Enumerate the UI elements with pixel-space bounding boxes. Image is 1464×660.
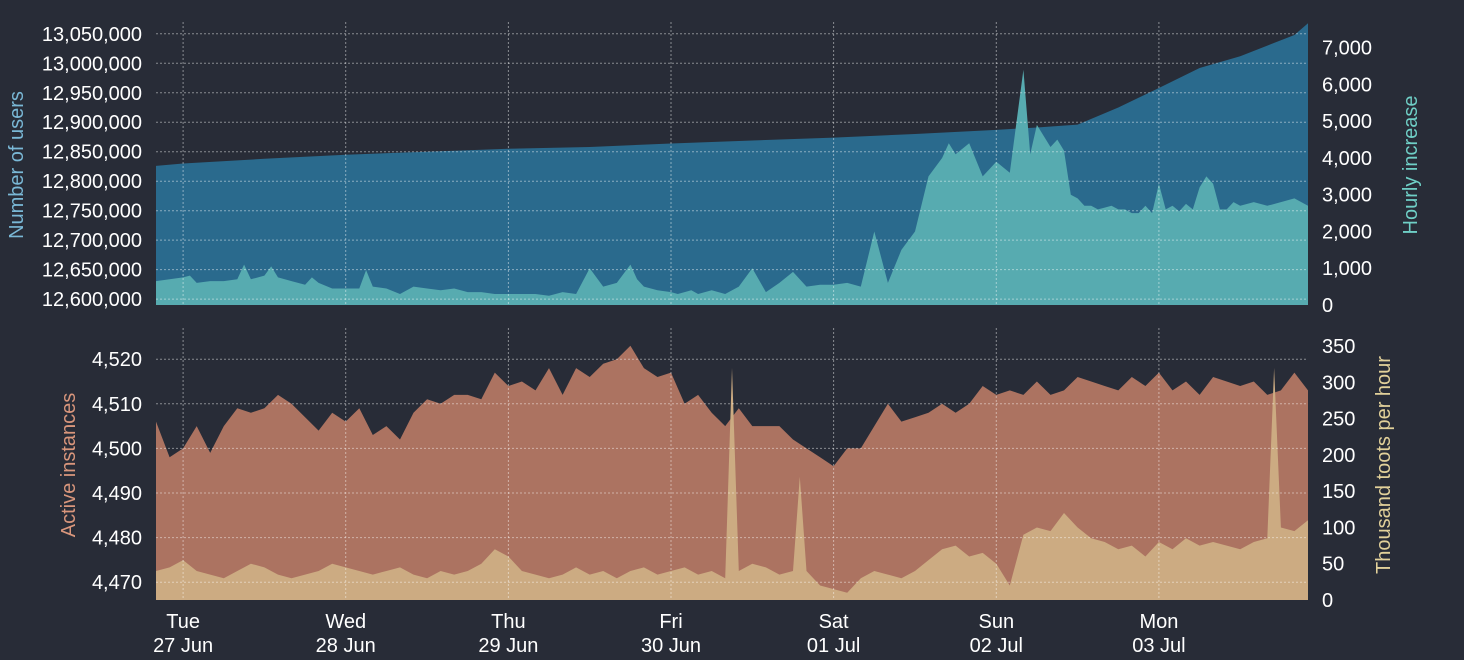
- toots-area: [156, 367, 1308, 600]
- instances-chart-grid: [156, 328, 1308, 600]
- instances-chart: 4,470 4,480 4,490 4,500 4,510 4,520 0 50 100 150…: [58, 328, 1395, 612]
- users-left-axis-ticks: 12,600,000 12,650,000 12,700,000 12,750,000…: [42, 24, 142, 311]
- users-chart: 12,600,000 12,650,000 12,700,000 12,750,000…: [6, 22, 1422, 317]
- x-tick-day: Sun: [979, 611, 1015, 633]
- instances-tick-label: 4,480: [92, 528, 142, 550]
- hourly-tick-label: 1,000: [1322, 258, 1372, 280]
- toots-tick-label: 300: [1322, 372, 1355, 394]
- users-tick-label: 13,050,000: [42, 24, 142, 46]
- x-tick-date: 02 Jul: [970, 635, 1023, 657]
- users-axis-title: Number of users: [6, 91, 28, 239]
- hourly-tick-label: 3,000: [1322, 185, 1372, 207]
- toots-right-axis-ticks: 0 50 100 150 200 250 300 350: [1322, 336, 1355, 612]
- toots-tick-label: 250: [1322, 409, 1355, 431]
- hourly-tick-label: 4,000: [1322, 148, 1372, 170]
- users-tick-label: 12,600,000: [42, 289, 142, 311]
- x-tick-day: Wed: [325, 611, 366, 633]
- users-tick-label: 12,950,000: [42, 83, 142, 105]
- toots-axis-title: Thousand toots per hour: [1373, 356, 1395, 574]
- x-tick-date: 03 Jul: [1132, 635, 1185, 657]
- hourly-increase-area: [156, 69, 1308, 305]
- x-tick-day: Tue: [166, 611, 200, 633]
- users-chart-grid: [156, 22, 1308, 305]
- users-tick-label: 12,700,000: [42, 230, 142, 252]
- users-tick-label: 12,850,000: [42, 142, 142, 164]
- x-tick-day: Sat: [819, 611, 849, 633]
- instances-axis-title: Active instances: [58, 393, 80, 538]
- hourly-axis-title: Hourly increase: [1400, 96, 1422, 235]
- instances-chart-areas: [156, 345, 1308, 600]
- x-tick-date: 28 Jun: [316, 635, 376, 657]
- hourly-tick-label: 5,000: [1322, 111, 1372, 133]
- hourly-tick-label: 7,000: [1322, 38, 1372, 60]
- x-tick-day: Thu: [491, 611, 525, 633]
- users-chart-areas: [156, 23, 1308, 305]
- toots-tick-label: 0: [1322, 590, 1333, 612]
- x-tick-day: Fri: [659, 611, 682, 633]
- users-tick-label: 12,800,000: [42, 171, 142, 193]
- hourly-tick-label: 2,000: [1322, 222, 1372, 244]
- toots-tick-label: 150: [1322, 481, 1355, 503]
- x-tick-date: 01 Jul: [807, 635, 860, 657]
- instances-tick-label: 4,470: [92, 572, 142, 594]
- instances-tick-label: 4,520: [92, 349, 142, 371]
- instances-left-axis-ticks: 4,470 4,480 4,490 4,500 4,510 4,520: [92, 349, 142, 594]
- instances-tick-label: 4,500: [92, 438, 142, 460]
- x-tick-date: 30 Jun: [641, 635, 701, 657]
- toots-tick-label: 100: [1322, 518, 1355, 540]
- instances-tick-label: 4,490: [92, 483, 142, 505]
- hourly-right-axis-ticks: 0 1,000 2,000 3,000 4,000 5,000 6,000 7,000: [1322, 38, 1372, 317]
- users-tick-label: 13,000,000: [42, 53, 142, 75]
- users-tick-label: 12,900,000: [42, 112, 142, 134]
- users-tick-label: 12,650,000: [42, 260, 142, 282]
- users-tick-label: 12,750,000: [42, 201, 142, 223]
- x-tick-day: Mon: [1139, 611, 1178, 633]
- x-tick-date: 27 Jun: [153, 635, 213, 657]
- toots-tick-label: 200: [1322, 445, 1355, 467]
- hourly-tick-label: 0: [1322, 295, 1333, 317]
- instances-tick-label: 4,510: [92, 394, 142, 416]
- toots-tick-label: 350: [1322, 336, 1355, 358]
- x-tick-date: 29 Jun: [478, 635, 538, 657]
- toots-tick-label: 50: [1322, 554, 1344, 576]
- hourly-tick-label: 6,000: [1322, 75, 1372, 97]
